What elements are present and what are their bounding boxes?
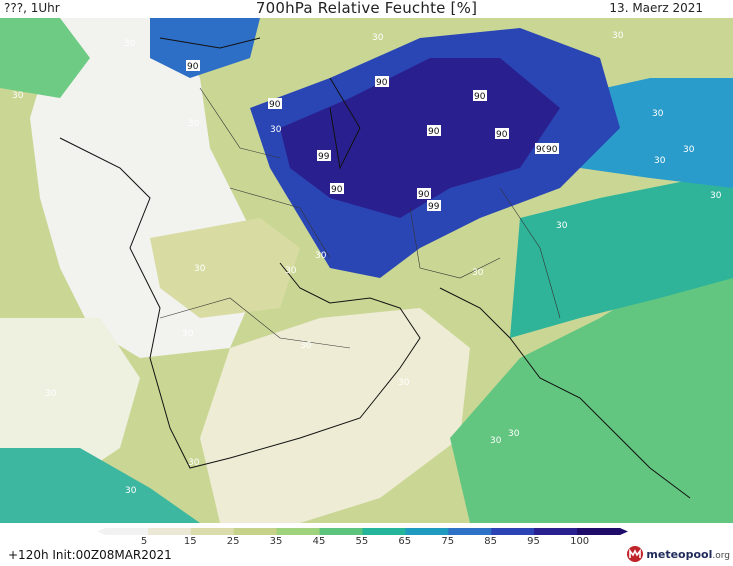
contour-label: 30 xyxy=(652,109,664,119)
legend-cell xyxy=(147,528,192,535)
contour-label: 90 xyxy=(428,127,440,137)
contour-label: 30 xyxy=(710,191,722,201)
legend-arrow-right xyxy=(620,528,628,535)
meteopool-logo[interactable]: meteopool.org xyxy=(626,544,730,564)
contour-label: 30 xyxy=(12,91,24,101)
contour-label: 90 xyxy=(269,100,281,110)
legend-tick-label: 25 xyxy=(227,536,240,545)
legend-cell xyxy=(534,528,578,535)
legend-color-cells xyxy=(97,528,628,535)
contour-label: 90 xyxy=(187,62,199,72)
legend-cell xyxy=(448,528,492,535)
legend-tick-label: 5 xyxy=(141,536,147,545)
legend-tick-label: 35 xyxy=(270,536,283,545)
color-scale-legend: 5 15 25 35 45 55 65 75 85 95 100 xyxy=(97,528,628,545)
dry-area-west xyxy=(0,318,140,488)
legend-tick-label: 45 xyxy=(313,536,326,545)
coastlines xyxy=(59,37,691,499)
contour-label: 30 xyxy=(125,486,137,496)
humid-area-nw xyxy=(0,18,90,98)
contour-label: 99 xyxy=(318,152,330,162)
contour-label: 30 xyxy=(188,119,200,129)
contour-label: 30 xyxy=(194,264,206,274)
contour-label: 30 xyxy=(315,251,327,261)
contour-label: 30 xyxy=(372,33,384,43)
moist-area-black-sea xyxy=(150,18,260,78)
contour-label: 30 xyxy=(556,221,568,231)
contour-label: 30 xyxy=(45,389,57,399)
contour-label: 90 xyxy=(418,190,430,200)
humid-area-bay xyxy=(450,238,733,523)
map-title: 700hPa Relative Feuchte [%] xyxy=(255,0,478,17)
logo-text: meteopool.org xyxy=(646,548,730,561)
logo-icon xyxy=(627,546,644,562)
contour-label: 30 xyxy=(508,429,520,439)
legend-tick-labels: 5 15 25 35 45 55 65 75 85 95 100 xyxy=(141,536,589,545)
contour-label-boxes-90: 90 90 90 90 90 90 90 90 90 99 99 90 xyxy=(186,60,559,212)
legend-cell xyxy=(319,528,363,535)
logo-suffix-text: .org xyxy=(712,550,730,561)
contour-labels: 30 30 30 30 30 30 30 30 30 30 30 30 30 3… xyxy=(12,31,722,496)
legend-cell xyxy=(105,528,149,535)
contour-label: 99 xyxy=(428,202,440,212)
contour-label: 30 xyxy=(398,378,410,388)
legend-tick-label: 85 xyxy=(484,536,497,545)
contour-label: 30 xyxy=(490,436,502,446)
moist-area-arabia xyxy=(150,218,300,318)
run-info: +120h Init:00Z08MAR2021 xyxy=(8,548,172,562)
contour-label: 90 xyxy=(376,78,388,88)
humidity-map: 30 30 30 30 30 30 30 30 30 30 30 30 30 3… xyxy=(0,18,733,523)
dry-area-arabian-sea xyxy=(200,308,470,523)
contour-label: 30 xyxy=(124,39,136,49)
contour-label: 30 xyxy=(654,156,666,166)
legend-cell xyxy=(577,528,621,535)
country-borders xyxy=(159,87,561,349)
saturated-core-iran xyxy=(280,58,560,218)
legend-cell xyxy=(233,528,278,535)
date-label: 13. Maerz 2021 xyxy=(609,1,703,15)
legend-tick-label: 65 xyxy=(398,536,411,545)
contour-label: 30 xyxy=(683,145,695,155)
contour-label: 90 xyxy=(474,92,486,102)
contour-label: 30 xyxy=(472,268,484,278)
legend-cell xyxy=(405,528,449,535)
contour-label: 30 xyxy=(300,341,312,351)
legend-tick-label: 55 xyxy=(356,536,369,545)
legend-cell xyxy=(362,528,406,535)
contour-label: 30 xyxy=(182,329,194,339)
title-bar: ???, 1Uhr 700hPa Relative Feuchte [%] 13… xyxy=(0,0,733,18)
legend-arrow-left xyxy=(97,528,105,535)
contour-label: 90 xyxy=(536,145,548,155)
contour-label: 30 xyxy=(270,125,282,135)
legend-tick-label: 100 xyxy=(570,536,589,545)
legend-tick-label: 75 xyxy=(441,536,454,545)
legend-tick-label: 15 xyxy=(184,536,197,545)
contour-label: 30 xyxy=(285,266,297,276)
valid-time-label: ???, 1Uhr xyxy=(4,1,60,15)
logo-main-text: meteopool xyxy=(646,547,713,561)
legend-cell xyxy=(190,528,235,535)
humid-area-sw xyxy=(0,448,200,523)
legend-tick-label: 95 xyxy=(527,536,540,545)
contour-label: 30 xyxy=(612,31,624,41)
contour-label: 30 xyxy=(188,458,200,468)
legend-cell xyxy=(491,528,535,535)
humid-area-himalaya xyxy=(510,178,733,338)
legend-cell xyxy=(276,528,321,535)
contour-label: 90 xyxy=(496,130,508,140)
contour-label: 90 xyxy=(331,185,343,195)
contour-label: 90 xyxy=(546,145,558,155)
